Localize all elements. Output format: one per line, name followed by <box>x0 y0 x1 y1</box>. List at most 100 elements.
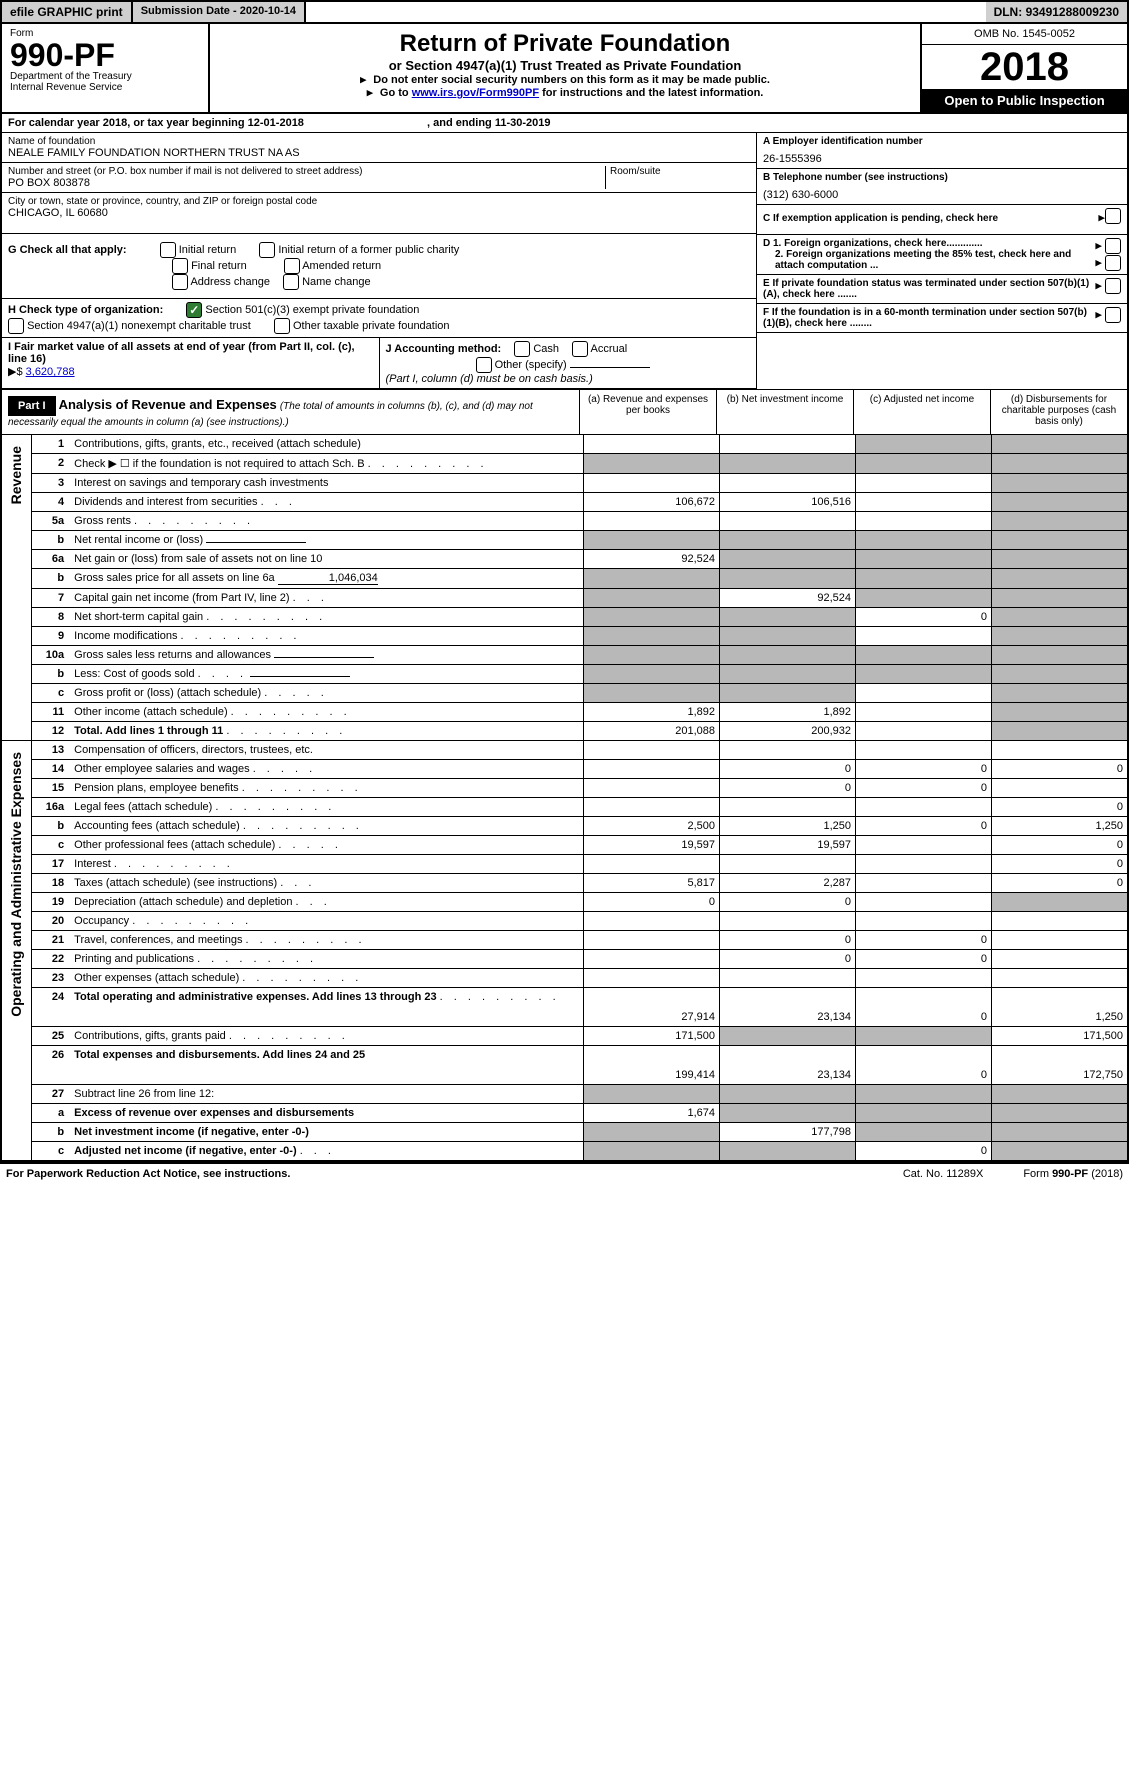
initial-former-checkbox[interactable] <box>259 242 275 258</box>
value-cell <box>856 627 992 646</box>
analysis-table: Revenue1Contributions, gifts, grants, et… <box>0 435 1129 1162</box>
city: CHICAGO, IL 60680 <box>8 207 750 219</box>
value-cell <box>584 912 720 931</box>
501c3-checkbox[interactable] <box>186 302 202 318</box>
table-row: 22Printing and publications . . . . . . … <box>1 950 1128 969</box>
table-row: 8Net short-term capital gain . . . . . .… <box>1 608 1128 627</box>
value-cell <box>856 836 992 855</box>
value-cell: 201,088 <box>584 722 720 741</box>
part-1-tag: Part I <box>8 396 56 416</box>
line-description: Dividends and interest from securities .… <box>70 493 583 512</box>
value-cell <box>584 531 720 550</box>
value-cell: 0 <box>584 893 720 912</box>
section-c-checkbox[interactable] <box>1105 208 1121 224</box>
name-change-checkbox[interactable] <box>283 274 299 290</box>
value-cell: 1,250 <box>720 817 856 836</box>
value-cell: 0 <box>856 988 992 1027</box>
line-number: 13 <box>32 741 71 760</box>
open-inspection-badge: Open to Public Inspection <box>922 89 1127 112</box>
value-cell <box>584 798 720 817</box>
value-cell <box>856 665 992 684</box>
final-return-checkbox[interactable] <box>172 258 188 274</box>
value-cell <box>856 1123 992 1142</box>
value-cell <box>856 969 992 988</box>
4947-checkbox[interactable] <box>8 318 24 334</box>
value-cell <box>856 703 992 722</box>
line-number: b <box>32 569 71 589</box>
section-d1-checkbox[interactable] <box>1105 238 1121 254</box>
line-description: Travel, conferences, and meetings . . . … <box>70 931 583 950</box>
value-cell <box>584 741 720 760</box>
value-cell: 199,414 <box>584 1046 720 1085</box>
phone-value: (312) 630-6000 <box>763 183 1121 201</box>
cash-checkbox[interactable] <box>514 341 530 357</box>
value-cell <box>856 893 992 912</box>
value-cell: 0 <box>720 931 856 950</box>
address-change-checkbox[interactable] <box>172 274 188 290</box>
value-cell: 0 <box>856 760 992 779</box>
table-row: 2Check ▶ ☐ if the foundation is not requ… <box>1 454 1128 474</box>
amended-return-checkbox[interactable] <box>284 258 300 274</box>
value-cell <box>720 1085 856 1104</box>
table-row: 3Interest on savings and temporary cash … <box>1 474 1128 493</box>
value-cell <box>992 684 1129 703</box>
accrual-checkbox[interactable] <box>572 341 588 357</box>
value-cell <box>992 512 1129 531</box>
phone-label: B Telephone number (see instructions) <box>763 172 1121 183</box>
table-row: 5aGross rents . . . . . . . . . <box>1 512 1128 531</box>
value-cell <box>992 912 1129 931</box>
table-row: bNet investment income (if negative, ent… <box>1 1123 1128 1142</box>
value-cell <box>856 646 992 665</box>
ein-label: A Employer identification number <box>763 136 1121 147</box>
col-a-header: (a) Revenue and expenses per books <box>579 390 716 434</box>
line-description: Net investment income (if negative, ente… <box>70 1123 583 1142</box>
value-cell <box>992 893 1129 912</box>
value-cell <box>856 454 992 474</box>
value-cell <box>992 1123 1129 1142</box>
value-cell <box>992 779 1129 798</box>
fmv-link[interactable]: 3,620,788 <box>26 366 75 378</box>
line-number: 25 <box>32 1027 71 1046</box>
value-cell <box>992 1142 1129 1162</box>
section-f-label: F If the foundation is in a 60-month ter… <box>763 307 1095 329</box>
other-method-checkbox[interactable] <box>476 357 492 373</box>
line-description: Taxes (attach schedule) (see instruction… <box>70 874 583 893</box>
foundation-name: NEALE FAMILY FOUNDATION NORTHERN TRUST N… <box>8 147 750 159</box>
table-row: Operating and Administrative Expenses13C… <box>1 741 1128 760</box>
value-cell <box>856 855 992 874</box>
irs-link[interactable]: www.irs.gov/Form990PF <box>412 87 539 99</box>
efile-print-button[interactable]: efile GRAPHIC print <box>2 2 133 22</box>
line-description: Other expenses (attach schedule) . . . .… <box>70 969 583 988</box>
value-cell <box>584 950 720 969</box>
line-description: Other income (attach schedule) . . . . .… <box>70 703 583 722</box>
other-taxable-checkbox[interactable] <box>274 318 290 334</box>
section-d2-checkbox[interactable] <box>1105 255 1121 271</box>
value-cell: 0 <box>720 760 856 779</box>
line-number: c <box>32 836 71 855</box>
line-number: 26 <box>32 1046 71 1085</box>
line-number: 22 <box>32 950 71 969</box>
value-cell <box>992 703 1129 722</box>
value-cell: 0 <box>720 893 856 912</box>
value-cell <box>856 684 992 703</box>
city-label: City or town, state or province, country… <box>8 196 750 207</box>
line-number: 27 <box>32 1085 71 1104</box>
value-cell <box>992 550 1129 569</box>
form-header: Form 990-PF Department of the Treasury I… <box>0 24 1129 114</box>
value-cell <box>992 1085 1129 1104</box>
section-e-checkbox[interactable] <box>1105 278 1121 294</box>
value-cell: 1,250 <box>992 988 1129 1027</box>
line-number: 4 <box>32 493 71 512</box>
line-description: Gross sales less returns and allowances <box>70 646 583 665</box>
value-cell: 1,250 <box>992 817 1129 836</box>
expenses-label: Operating and Administrative Expenses <box>6 744 26 1025</box>
initial-return-checkbox[interactable] <box>160 242 176 258</box>
value-cell <box>856 474 992 493</box>
line-description: Pension plans, employee benefits . . . .… <box>70 779 583 798</box>
value-cell: 1,892 <box>584 703 720 722</box>
value-cell: 0 <box>856 817 992 836</box>
value-cell <box>584 512 720 531</box>
line-description: Subtract line 26 from line 12: <box>70 1085 583 1104</box>
section-f-checkbox[interactable] <box>1105 307 1121 323</box>
value-cell <box>584 646 720 665</box>
